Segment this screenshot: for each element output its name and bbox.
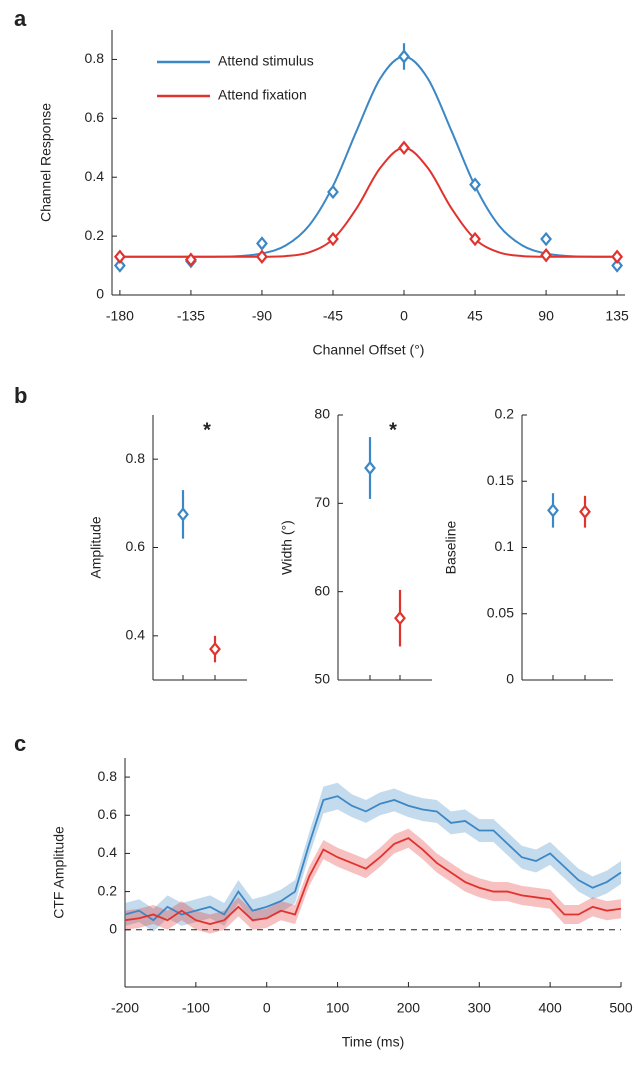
legend-label: Attend stimulus bbox=[218, 53, 314, 69]
data-point bbox=[611, 258, 624, 273]
y-tick-label: 0.6 bbox=[98, 806, 118, 822]
data-point bbox=[611, 249, 624, 264]
x-tick-label: 0 bbox=[400, 308, 408, 324]
x-tick-label: 400 bbox=[538, 1000, 562, 1016]
data-point bbox=[327, 184, 339, 200]
data-line bbox=[124, 837, 622, 925]
data-point bbox=[177, 507, 189, 522]
x-tick-label: 500 bbox=[609, 1000, 633, 1016]
x-tick-label: -200 bbox=[111, 1000, 139, 1016]
significance-mark: * bbox=[389, 419, 397, 441]
x-tick-label: 0 bbox=[263, 1000, 271, 1016]
data-point bbox=[113, 258, 126, 273]
y-tick-label: 0.15 bbox=[487, 472, 514, 488]
y-axis-label: Channel Response bbox=[38, 103, 54, 222]
x-tick-label: 300 bbox=[468, 1000, 492, 1016]
fit-line bbox=[119, 146, 618, 258]
x-tick-label: 200 bbox=[397, 1000, 421, 1016]
data-point bbox=[540, 231, 552, 247]
panel-letter: a bbox=[14, 6, 27, 31]
y-axis-label: Amplitude bbox=[88, 516, 104, 578]
y-tick-label: 0.4 bbox=[98, 844, 118, 860]
y-tick-label: 0.05 bbox=[487, 604, 514, 620]
y-tick-label: 0.8 bbox=[98, 768, 118, 784]
fit-line bbox=[119, 55, 618, 258]
panel-letter: b bbox=[14, 383, 27, 408]
y-tick-label: 0.8 bbox=[85, 50, 105, 66]
data-point bbox=[398, 140, 410, 156]
y-tick-label: 0.8 bbox=[126, 450, 146, 466]
y-tick-label: 0.6 bbox=[85, 109, 105, 125]
y-tick-label: 0.2 bbox=[98, 882, 118, 898]
data-point bbox=[256, 236, 268, 251]
y-tick-label: 80 bbox=[314, 406, 330, 422]
y-tick-label: 0 bbox=[109, 920, 117, 936]
y-tick-label: 0.6 bbox=[126, 538, 146, 554]
data-point bbox=[364, 460, 376, 476]
y-axis-label: Baseline bbox=[443, 520, 459, 574]
error-band bbox=[125, 828, 621, 934]
x-axis-label: Time (ms) bbox=[342, 1034, 404, 1050]
y-axis-label: CTF Amplitude bbox=[51, 826, 67, 919]
x-tick-label: -180 bbox=[106, 308, 134, 324]
data-point bbox=[185, 252, 197, 267]
y-tick-label: 0.1 bbox=[495, 538, 515, 554]
y-tick-label: 0 bbox=[96, 286, 104, 302]
x-tick-label: -90 bbox=[252, 308, 272, 324]
data-point bbox=[394, 610, 406, 626]
data-point bbox=[547, 503, 559, 518]
legend-label: Attend fixation bbox=[218, 87, 307, 103]
data-point bbox=[579, 504, 591, 519]
x-axis-label: Channel Offset (°) bbox=[313, 342, 425, 358]
data-point bbox=[398, 49, 410, 64]
y-tick-label: 50 bbox=[314, 671, 330, 687]
significance-mark: * bbox=[203, 419, 211, 441]
data-point bbox=[469, 177, 481, 192]
y-tick-label: 60 bbox=[314, 582, 330, 598]
y-tick-label: 0.2 bbox=[495, 406, 515, 422]
x-tick-label: 45 bbox=[467, 308, 483, 324]
y-tick-label: 0.4 bbox=[85, 168, 105, 184]
x-tick-label: 100 bbox=[326, 1000, 350, 1016]
y-tick-label: 70 bbox=[314, 494, 330, 510]
data-point bbox=[256, 249, 268, 264]
y-axis-label: Width (°) bbox=[279, 520, 295, 575]
y-tick-label: 0 bbox=[506, 671, 514, 687]
x-tick-label: 135 bbox=[605, 308, 629, 324]
data-point bbox=[469, 231, 481, 247]
x-tick-label: -100 bbox=[182, 1000, 210, 1016]
y-tick-label: 0.4 bbox=[126, 627, 146, 643]
x-tick-label: 90 bbox=[538, 308, 554, 324]
data-point bbox=[327, 231, 339, 247]
panel-letter: c bbox=[14, 731, 26, 756]
x-tick-label: -45 bbox=[323, 308, 343, 324]
data-point bbox=[540, 248, 552, 263]
x-tick-label: -135 bbox=[177, 308, 205, 324]
data-point bbox=[113, 249, 126, 264]
data-point bbox=[209, 641, 221, 657]
data-line bbox=[124, 795, 622, 922]
y-tick-label: 0.2 bbox=[85, 227, 105, 243]
